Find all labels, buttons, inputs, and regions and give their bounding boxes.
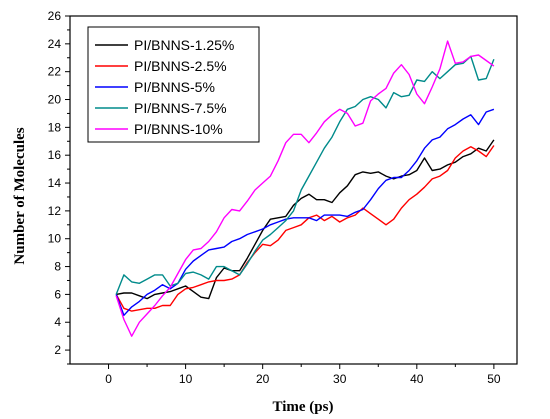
legend-label-2: PI/BNNS-2.5% [134,58,227,74]
plot-border [69,15,518,365]
series-line-4 [115,55,495,295]
x-tick-label: 40 [410,372,424,386]
y-tick-label: 18 [48,120,62,134]
y-tick-label: 16 [48,148,62,162]
y-tick-label: 6 [54,287,61,301]
series-line-2 [115,145,495,312]
x-tick-label: 50 [487,372,501,386]
legend-label-1: PI/BNNS-1.25% [134,37,234,53]
y-tick-label: 2 [54,343,61,357]
y-tick-label: 24 [48,37,62,51]
y-tick-label: 4 [54,315,61,329]
legend-label-3: PI/BNNS-5% [134,79,215,95]
y-tick-label: 12 [48,204,62,218]
x-tick-label: 30 [333,372,347,386]
y-tick-label: 8 [54,260,61,274]
y-axis-title: Number of Molecules [12,127,28,264]
series-line-1 [116,139,495,300]
x-axis: 0 10 20 30 40 50 [105,364,501,386]
legend-label-5: PI/BNNS-10% [134,121,223,137]
y-tick-label: 10 [48,232,62,246]
x-axis-title: Time (ps) [273,399,334,415]
x-tick-label: 20 [256,372,270,386]
y-tick-label: 14 [48,176,62,190]
x-tick-label: 0 [105,372,112,386]
legend-label-4: PI/BNNS-7.5% [134,100,227,116]
plot-lines [115,40,495,337]
series-line-5 [115,40,495,337]
y-tick-label: 26 [48,9,62,23]
x-tick-label: 10 [179,372,193,386]
legend: PI/BNNS-1.25% PI/BNNS-2.5% PI/BNNS-5% PI/BN… [87,26,260,143]
legend-box [87,26,260,143]
y-tick-label: 22 [48,65,62,79]
plot-frame [69,15,518,365]
y-tick-label: 20 [48,93,62,107]
